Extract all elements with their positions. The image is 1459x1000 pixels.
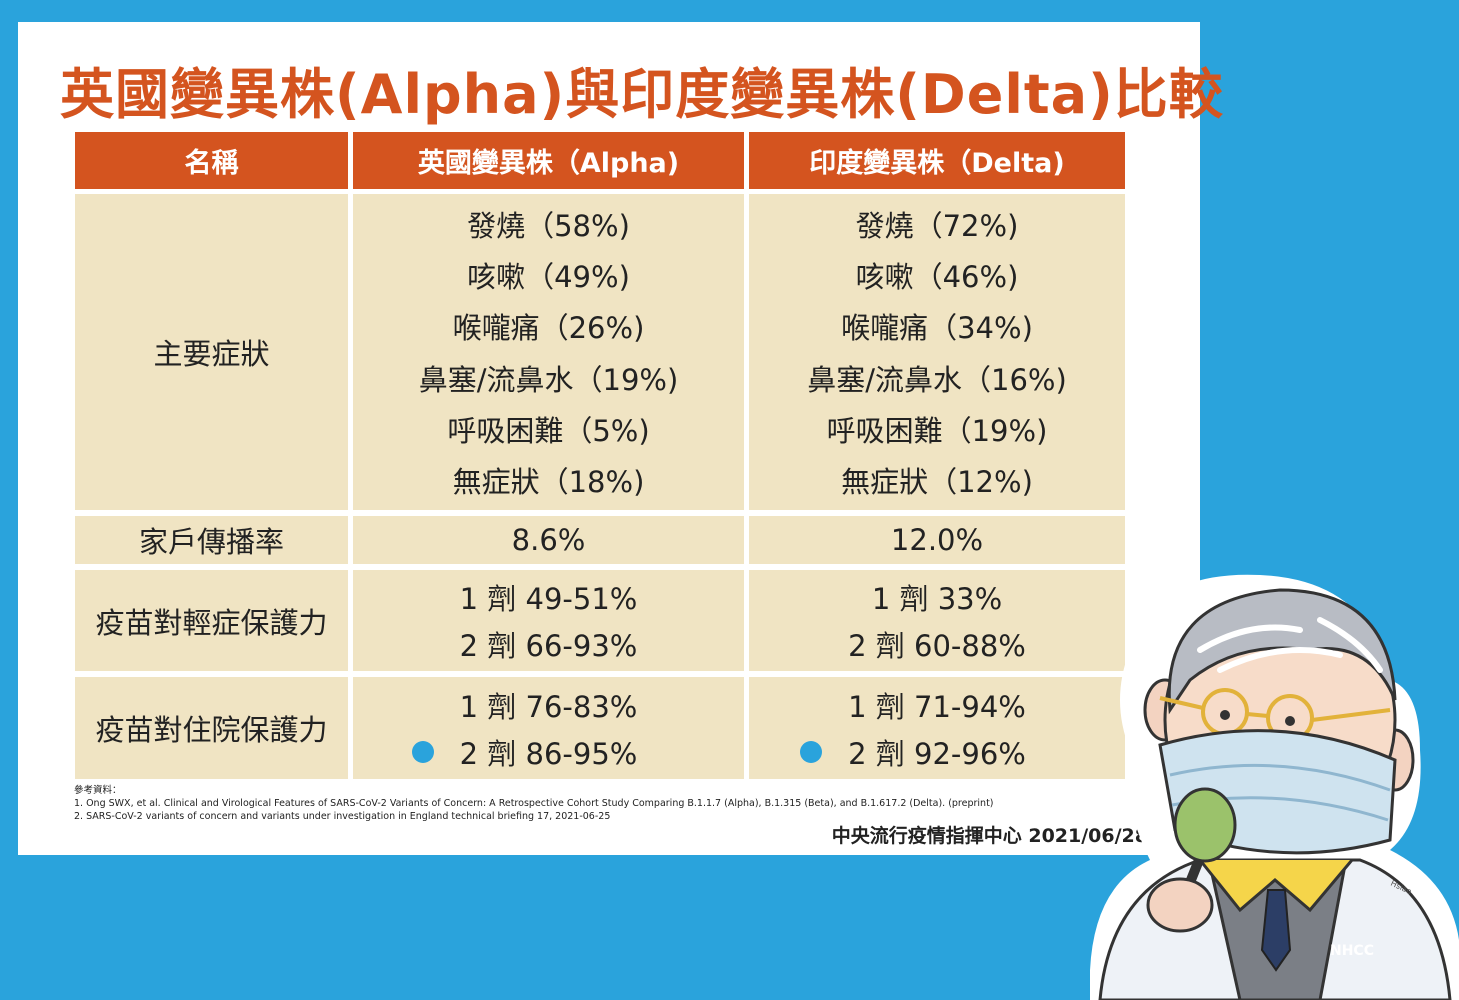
header-delta: 印度變異株（Delta) — [749, 132, 1125, 189]
reference-item: 2. SARS-CoV-2 variants of concern and va… — [74, 811, 611, 822]
delta-symptom-runny-nose: 鼻塞/流鼻水（16%) — [807, 362, 1067, 397]
alpha-symptom-dyspnea: 呼吸困難（5%) — [447, 413, 650, 448]
delta-symptom-asymptomatic: 無症狀（12%) — [841, 465, 1033, 500]
alpha-mild-dose1: 1 劑 49-51% — [459, 582, 638, 617]
alpha-symptom-sore-throat: 喉嚨痛（26%) — [452, 311, 645, 346]
row-label-symptoms: 主要症狀 — [75, 194, 348, 510]
delta-symptom-fever: 發燒（72%) — [855, 208, 1019, 243]
alpha-symptom-fever: 發燒（58%) — [467, 208, 630, 243]
delta-mild-dose2: 2 劑 60-88% — [848, 628, 1026, 663]
delta-household-rate: 12.0% — [749, 516, 1125, 564]
bullet-dot-icon — [800, 740, 823, 763]
header-name: 名稱 — [75, 132, 348, 189]
bullet-dot-icon — [411, 740, 434, 763]
delta-mild-dose1: 1 劑 33% — [871, 582, 1003, 617]
alpha-hospital-dose2: 2 劑 86-95% — [459, 736, 638, 771]
alpha-vaccine-hospital: 1 劑 76-83% 2 劑 86-95% — [353, 677, 744, 779]
alpha-vaccine-mild: 1 劑 49-51% 2 劑 66-93% — [353, 570, 744, 671]
header-alpha: 英國變異株（Alpha) — [353, 132, 744, 189]
delta-vaccine-mild: 1 劑 33% 2 劑 60-88% — [749, 570, 1125, 671]
alpha-symptom-cough: 咳嗽（49%) — [467, 259, 630, 294]
delta-symptoms: 發燒（72%) 咳嗽（46%) 喉嚨痛（34%) 鼻塞/流鼻水（16%) 呼吸困… — [749, 194, 1125, 510]
alpha-mild-dose2: 2 劑 66-93% — [459, 628, 638, 663]
alpha-hospital-dose1: 1 劑 76-83% — [459, 689, 638, 724]
source-credit: 中央流行疫情指揮中心 2021/06/28 — [831, 825, 1148, 847]
alpha-household-rate: 8.6% — [353, 516, 744, 564]
delta-hospital-dose2: 2 劑 92-96% — [848, 736, 1026, 771]
row-label-household: 家戶傳播率 — [75, 516, 348, 564]
reference-item: 1. Ong SWX, et al. Clinical and Virologi… — [74, 798, 994, 809]
mascot-badge: NHCC — [1330, 943, 1374, 959]
delta-symptom-dyspnea: 呼吸困難（19%) — [826, 413, 1048, 448]
delta-hospital-dose1: 1 劑 71-94% — [848, 689, 1026, 724]
mascot-illustration: NHCC Hsiao — [1090, 574, 1459, 1000]
alpha-hospital-dose2-line: 2 劑 86-95% — [411, 731, 638, 773]
delta-vaccine-hospital: 1 劑 71-94% 2 劑 92-96% — [749, 677, 1125, 779]
alpha-symptoms: 發燒（58%) 咳嗽（49%) 喉嚨痛（26%) 鼻塞/流鼻水（19%) 呼吸困… — [353, 194, 744, 510]
page-title: 英國變異株(Alpha)與印度變異株(Delta)比較 — [60, 63, 1224, 126]
delta-symptom-cough: 咳嗽（46%) — [855, 259, 1019, 294]
infographic-panel: 英國變異株(Alpha)與印度變異株(Delta)比較 名稱 英國變異株（Alp… — [18, 22, 1224, 855]
row-label-vaccine-hospital: 疫苗對住院保護力 — [75, 677, 348, 779]
references: 參考資料： 1. Ong SWX, et al. Clinical and Vi… — [74, 784, 1174, 823]
alpha-symptom-asymptomatic: 無症狀（18%) — [452, 465, 645, 500]
row-label-vaccine-mild: 疫苗對輕症保護力 — [75, 570, 348, 671]
alpha-symptom-runny-nose: 鼻塞/流鼻水（19%) — [418, 362, 679, 397]
delta-symptom-sore-throat: 喉嚨痛（34%) — [841, 311, 1033, 346]
delta-hospital-dose2-line: 2 劑 92-96% — [800, 731, 1026, 773]
references-heading: 參考資料： — [74, 785, 122, 796]
